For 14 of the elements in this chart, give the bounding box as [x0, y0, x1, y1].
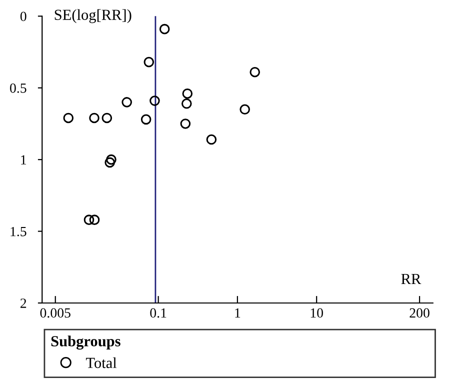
y-tick-label: 1.5 [10, 226, 26, 236]
legend-title: Subgroups [51, 336, 120, 350]
y-tick-label: 0.5 [10, 83, 26, 93]
x-tick-label: 0.1 [150, 308, 166, 318]
y-tick-label: 1 [21, 155, 26, 164]
x-tick-label: 1 [235, 308, 240, 318]
x-axis-title: RR [401, 274, 422, 284]
x-tick-label: 10 [310, 308, 324, 318]
y-tick-label: 2 [20, 298, 26, 308]
x-tick-label: 0.005 [40, 308, 70, 318]
y-axis-title: SE(log[RR]) [54, 9, 132, 24]
x-tick-label: 200 [410, 308, 430, 318]
legend-label: Total [86, 357, 117, 368]
y-tick-label: 0 [20, 12, 26, 22]
